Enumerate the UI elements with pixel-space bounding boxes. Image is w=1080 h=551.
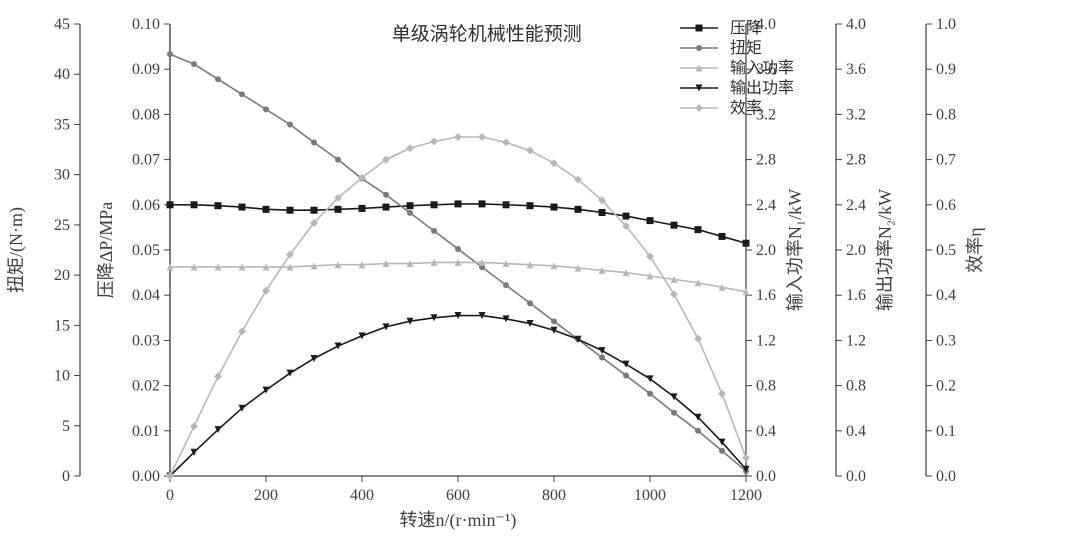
legend-label-eta: 效率 (730, 99, 762, 117)
legend-label-torque: 扭矩 (730, 39, 762, 57)
y-tick-label: 0.10 (132, 16, 160, 33)
y-axis-title-right: 输出功率N₂/kW (875, 189, 895, 311)
y-axis-title-right: 效率η (965, 227, 985, 272)
y-tick-label: 0.01 (132, 423, 160, 440)
y-tick-label: 0.4 (936, 287, 956, 304)
y-tick-label: 0 (62, 468, 70, 485)
chart-container: 0 200 400 600 800 1000 1200 转速n/(r·min⁻¹) 0 5 10 15… (0, 0, 1080, 551)
y-tick-label: 0.8 (936, 106, 956, 123)
y-tick-label: 0.5 (936, 242, 956, 259)
legend-label-n1: 输入功率 (730, 59, 794, 77)
y-tick-label: 0.8 (846, 378, 866, 395)
y-tick-label: 0.4 (846, 423, 866, 440)
y-tick-label: 3.2 (846, 106, 866, 123)
x-tick-label: 800 (542, 487, 566, 504)
y-tick-label: 30 (54, 167, 70, 184)
y-tick-label: 0.3 (936, 332, 956, 349)
x-tick-label: 600 (446, 487, 470, 504)
y-tick-label: 2.8 (846, 152, 866, 169)
y-tick-label: 0.09 (132, 61, 160, 78)
y-tick-label: 0.08 (132, 106, 160, 123)
y-tick-label: 0.1 (936, 423, 956, 440)
y-tick-label: 1.6 (756, 287, 776, 304)
y-tick-label: 0.0 (756, 468, 776, 485)
y-tick-label: 2.4 (846, 197, 866, 214)
legend-label-dp: 压降 (730, 19, 762, 37)
x-tick-label: 0 (166, 487, 174, 504)
y-tick-label: 1.0 (936, 16, 956, 33)
y-tick-label: 0.04 (132, 287, 160, 304)
y-tick-label: 5 (62, 418, 70, 435)
y-tick-label: 0.2 (936, 378, 956, 395)
y-tick-label: 2.0 (756, 242, 776, 259)
y-tick-label: 0.7 (936, 152, 956, 169)
y-axis-title-left: 扭矩/(N·m) (6, 207, 27, 293)
x-tick-label: 1200 (730, 487, 762, 504)
y-tick-label: 20 (54, 267, 70, 284)
y-tick-label: 45 (54, 16, 70, 33)
x-axis-title: 转速n/(r·min⁻¹) (400, 510, 517, 531)
y-tick-label: 2.8 (756, 152, 776, 169)
x-tick-label: 1000 (634, 487, 666, 504)
y-tick-label: 0.0 (846, 468, 866, 485)
x-tick-label: 400 (350, 487, 374, 504)
y-tick-label: 2.4 (756, 197, 776, 214)
y-tick-label: 1.2 (846, 332, 866, 349)
y-tick-label: 1.2 (756, 332, 776, 349)
y-tick-label: 0.07 (132, 152, 160, 169)
y-tick-label: 0.0 (936, 468, 956, 485)
y-tick-label: 3.6 (846, 61, 866, 78)
y-tick-label: 2.0 (846, 242, 866, 259)
y-axis-title-right: 输入功率N₁/kW (785, 189, 805, 311)
y-tick-label: 0.05 (132, 242, 160, 259)
y-tick-label: 15 (54, 317, 70, 334)
chart-title: 单级涡轮机械性能预测 (392, 23, 582, 45)
y-tick-label: 0.02 (132, 378, 160, 395)
y-tick-label: 35 (54, 116, 70, 133)
y-tick-label: 4.0 (846, 16, 866, 33)
y-tick-label: 25 (54, 217, 70, 234)
y-tick-label: 1.6 (846, 287, 866, 304)
legend-label-n2: 输出功率 (730, 79, 794, 97)
chart-svg: 0 200 400 600 800 1000 1200 转速n/(r·min⁻¹) 0 5 10 15… (0, 0, 1080, 551)
x-tick-label: 200 (254, 487, 278, 504)
y-tick-label: 0.6 (936, 197, 956, 214)
y-tick-label: 0.06 (132, 197, 160, 214)
y-tick-label: 0.03 (132, 332, 160, 349)
y-axis-title-left: 压降ΔP/MPa (96, 202, 116, 299)
y-tick-label: 40 (54, 66, 70, 83)
y-tick-label: 0.8 (756, 378, 776, 395)
y-tick-label: 0.00 (132, 468, 160, 485)
y-tick-label: 10 (54, 368, 70, 385)
y-tick-label: 0.9 (936, 61, 956, 78)
y-tick-label: 0.4 (756, 423, 776, 440)
